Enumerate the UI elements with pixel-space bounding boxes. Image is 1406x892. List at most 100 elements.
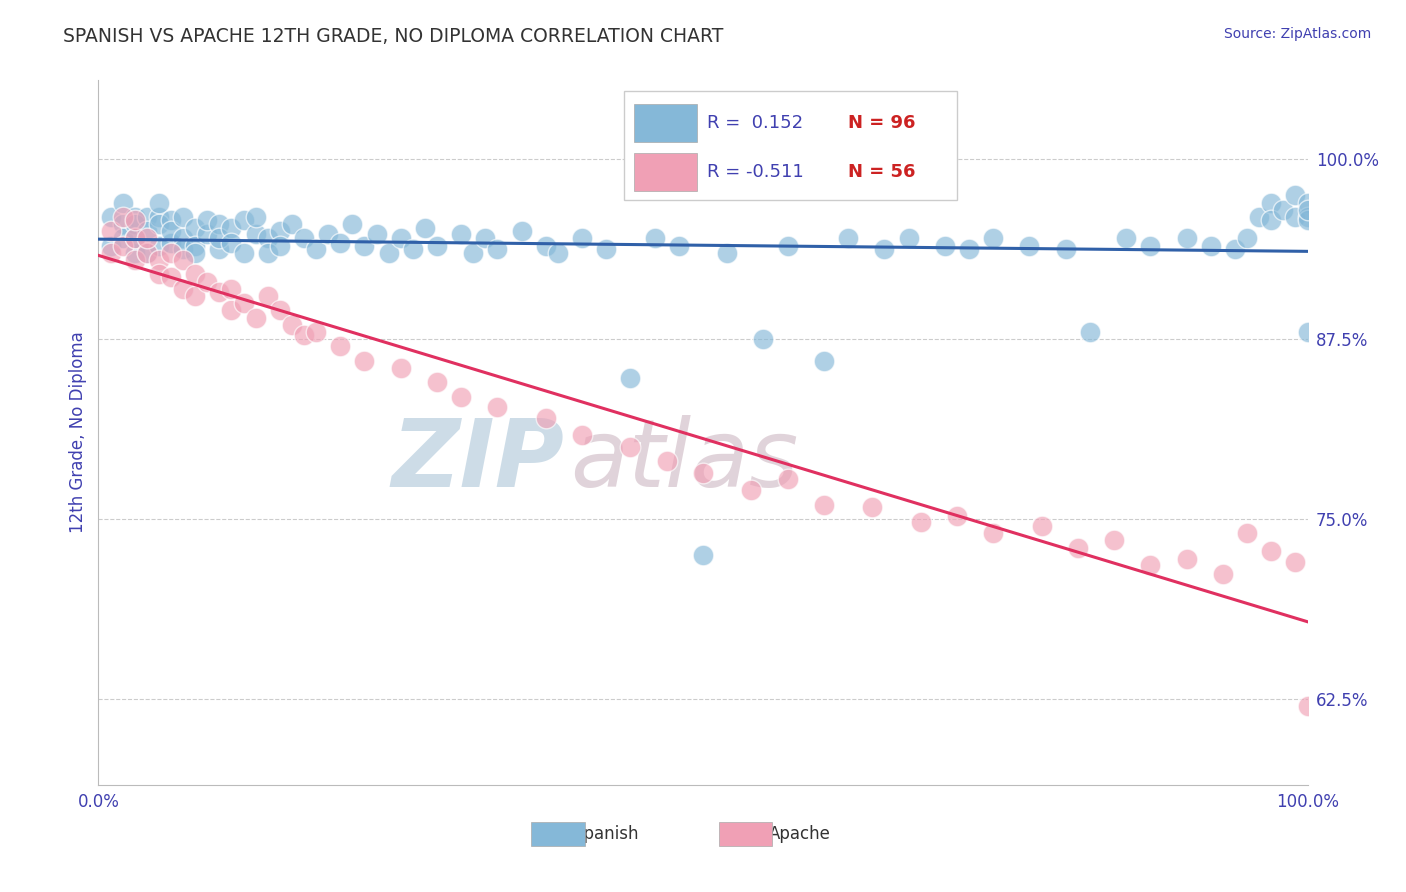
Point [269,238,291,252]
FancyBboxPatch shape [531,822,585,847]
Point [547,245,569,260]
Point [329,235,352,250]
Point [221,282,243,296]
Point [619,440,641,454]
Point [1260,212,1282,227]
Point [1139,238,1161,252]
Point [1054,242,1077,256]
Point [1078,325,1101,339]
Point [1272,202,1295,217]
Point [668,238,690,252]
Point [269,224,291,238]
Text: Spanish: Spanish [574,825,638,843]
Text: Source: ZipAtlas.com: Source: ZipAtlas.com [1223,27,1371,41]
Point [353,353,375,368]
Point [269,303,291,318]
Point [860,500,883,515]
Point [195,275,218,289]
Point [776,238,799,252]
Point [1175,552,1198,566]
Point [256,245,278,260]
Point [160,224,183,238]
Point [716,245,738,260]
Text: R = -0.511: R = -0.511 [707,163,803,181]
Point [474,231,496,245]
Point [160,270,183,285]
Point [946,509,969,524]
Point [148,195,170,210]
Text: R =  0.152: R = 0.152 [707,113,803,131]
Point [1260,195,1282,210]
Point [100,210,122,224]
Point [135,210,157,224]
Point [692,548,714,562]
Point [837,231,859,245]
Point [1249,210,1271,224]
Point [208,217,231,231]
Point [124,231,146,245]
Point [1284,210,1306,224]
Point [160,212,183,227]
Point [111,217,134,231]
Point [124,212,146,227]
Point [1236,526,1258,541]
Point [316,227,339,242]
Point [1175,231,1198,245]
Point [184,268,207,282]
Point [692,466,714,480]
Point [426,376,449,390]
Point [934,238,956,252]
Point [111,210,134,224]
Point [342,217,364,231]
Point [184,245,207,260]
Point [619,371,641,385]
Point [100,238,122,252]
Point [1139,558,1161,572]
Point [534,411,557,425]
Point [245,310,267,325]
FancyBboxPatch shape [634,153,697,191]
Point [1296,698,1319,713]
Point [124,217,146,231]
Point [389,360,412,375]
Point [111,195,134,210]
Point [1031,519,1053,533]
Point [305,325,328,339]
Text: N = 96: N = 96 [848,113,915,131]
Point [148,268,170,282]
Point [111,238,134,252]
Point [740,483,762,497]
Point [486,242,509,256]
Text: N = 56: N = 56 [848,163,915,181]
Point [377,245,399,260]
Point [1284,188,1306,202]
FancyBboxPatch shape [634,103,697,142]
Point [353,238,375,252]
Point [245,227,267,242]
Text: ZIP: ZIP [391,415,564,507]
Point [292,327,315,342]
Point [195,212,218,227]
Point [1296,202,1319,217]
Point [208,285,231,299]
Point [1212,566,1234,581]
Point [463,245,485,260]
Point [124,210,146,224]
Point [184,289,207,303]
Y-axis label: 12th Grade, No Diploma: 12th Grade, No Diploma [69,332,87,533]
Point [1067,541,1090,555]
Point [873,242,896,256]
Point [148,238,170,252]
FancyBboxPatch shape [624,91,957,200]
Point [1199,238,1222,252]
Point [981,231,1004,245]
Text: atlas: atlas [569,416,799,507]
Point [752,332,775,346]
Point [281,318,304,332]
Point [1296,212,1319,227]
Point [124,245,146,260]
Point [402,242,425,256]
Point [245,210,267,224]
Point [172,242,194,256]
Point [910,515,932,529]
